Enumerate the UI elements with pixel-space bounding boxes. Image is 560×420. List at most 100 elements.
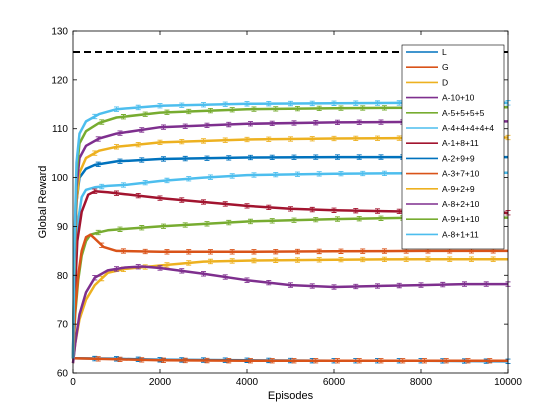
x-tick-label: 8000 xyxy=(410,377,433,388)
error-bar xyxy=(360,105,366,111)
error-bar xyxy=(288,136,293,142)
error-bar xyxy=(226,155,232,161)
legend-label: A-10+10 xyxy=(442,93,475,103)
error-bar xyxy=(95,161,101,167)
error-bar xyxy=(160,357,166,363)
y-tick-label: 100 xyxy=(51,173,68,184)
error-bar xyxy=(288,206,293,212)
error-bar xyxy=(226,219,232,226)
error-bar xyxy=(356,358,362,364)
error-bar xyxy=(309,100,315,107)
error-bar xyxy=(95,356,101,362)
error-bar xyxy=(421,358,427,364)
error-bar xyxy=(186,249,192,255)
legend-label: A-9+1+10 xyxy=(442,214,480,224)
error-bar xyxy=(316,171,322,177)
legend-label: A-2+9+9 xyxy=(442,153,475,163)
error-bar xyxy=(291,217,297,223)
error-bar xyxy=(291,358,297,364)
error-bar xyxy=(487,358,493,364)
error-bar xyxy=(353,208,359,214)
error-bar xyxy=(229,173,235,179)
error-bar xyxy=(465,358,471,364)
error-bar xyxy=(396,100,402,106)
error-bar xyxy=(316,105,322,112)
y-tick-label: 60 xyxy=(57,369,69,380)
error-bar xyxy=(353,100,359,106)
error-bar xyxy=(207,258,213,265)
error-bar xyxy=(273,106,279,112)
error-bar xyxy=(186,176,192,182)
error-bar xyxy=(204,221,210,227)
error-bar xyxy=(440,281,446,288)
error-bar xyxy=(207,174,213,180)
error-bar xyxy=(447,256,453,262)
error-bar xyxy=(266,204,272,211)
error-bar xyxy=(179,102,185,108)
error-bar xyxy=(309,283,315,289)
error-bar xyxy=(334,154,340,160)
error-bar xyxy=(207,249,213,255)
error-bar xyxy=(120,182,126,188)
error-bar xyxy=(294,248,300,255)
error-bar xyxy=(468,256,474,262)
error-bar xyxy=(331,100,337,106)
error-bar xyxy=(400,358,406,364)
error-bar xyxy=(266,136,272,142)
error-bar xyxy=(269,218,275,224)
error-bar xyxy=(378,215,384,221)
error-bar xyxy=(288,282,293,288)
error-bar xyxy=(182,222,188,228)
error-bar xyxy=(251,249,257,255)
error-bar xyxy=(375,208,380,214)
error-bar xyxy=(117,226,123,232)
legend-label: A-5+5+5+5 xyxy=(442,108,485,118)
error-bar xyxy=(381,105,387,111)
legend-label: A-3+7+10 xyxy=(442,169,480,179)
error-bar xyxy=(378,119,384,125)
error-bar xyxy=(120,114,126,120)
error-bar xyxy=(142,111,148,117)
x-tick-label: 2000 xyxy=(149,377,172,388)
legend-label: D xyxy=(442,77,448,87)
error-bar xyxy=(316,248,322,255)
y-axis-label: Global Reward xyxy=(37,166,49,239)
error-bar xyxy=(396,208,402,215)
error-bar xyxy=(160,223,166,229)
error-bar xyxy=(244,203,250,209)
error-bar xyxy=(99,275,105,282)
error-bar xyxy=(95,136,101,142)
error-bar xyxy=(331,207,337,213)
error-bar xyxy=(269,358,275,364)
y-tick-label: 120 xyxy=(51,75,68,86)
error-bar xyxy=(375,100,380,106)
error-bar xyxy=(269,154,275,161)
legend-label: L xyxy=(442,47,447,57)
y-tick-label: 110 xyxy=(52,124,68,135)
error-bar xyxy=(313,154,319,160)
error-bar xyxy=(95,229,101,236)
error-bar xyxy=(204,122,210,129)
error-bar xyxy=(331,135,337,142)
error-bar xyxy=(92,188,98,194)
error-bar xyxy=(160,156,166,162)
error-bar xyxy=(157,195,163,201)
error-bar xyxy=(247,154,253,161)
x-axis-label: Episodes xyxy=(268,390,314,402)
error-bar xyxy=(229,258,235,264)
error-bar xyxy=(378,358,384,364)
error-bar xyxy=(309,206,315,213)
error-bar xyxy=(294,105,300,112)
error-bar xyxy=(92,275,98,281)
error-bar xyxy=(338,256,344,263)
error-bar xyxy=(313,358,319,364)
error-bar xyxy=(179,197,185,203)
error-bar xyxy=(117,130,123,136)
error-bar xyxy=(418,282,424,288)
legend-label: A-1+8+11 xyxy=(442,138,479,148)
error-bar xyxy=(356,216,362,222)
error-bar xyxy=(269,120,275,127)
y-tick-label: 80 xyxy=(57,271,69,282)
error-bar xyxy=(462,281,467,287)
